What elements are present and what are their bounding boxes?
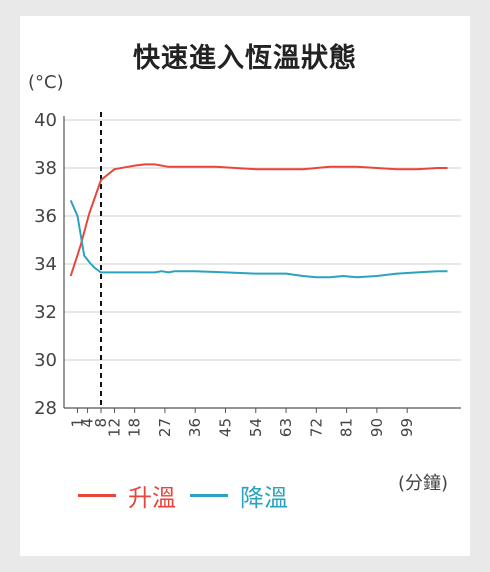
series-line-rise bbox=[69, 163, 448, 277]
legend-label-rise: 升溫 bbox=[128, 484, 176, 512]
y-tick-label-30: 30 bbox=[34, 350, 57, 371]
x-tick-label-1: 1 bbox=[68, 418, 86, 428]
x-tick-label-90: 90 bbox=[368, 418, 386, 437]
legend-label-fall: 降溫 bbox=[240, 484, 288, 512]
legend: 升溫 降溫 bbox=[78, 478, 302, 513]
legend-item-fall: 降溫 bbox=[190, 478, 288, 513]
grid-lines bbox=[64, 119, 461, 361]
chart-title: 快速進入恆溫狀態 bbox=[133, 43, 357, 74]
x-tick-label-72: 72 bbox=[307, 418, 325, 437]
series-line-fall bbox=[69, 200, 448, 279]
chart-card bbox=[20, 16, 470, 556]
y-tick-label-38: 38 bbox=[34, 158, 57, 179]
x-axis-unit-label: (分鐘) bbox=[398, 473, 449, 494]
x-tick-label-8: 8 bbox=[92, 418, 110, 428]
y-tick-label-32: 32 bbox=[34, 302, 57, 323]
x-tick-label-99: 99 bbox=[398, 418, 416, 437]
x-tick-label-81: 81 bbox=[338, 418, 356, 437]
y-tick-label-34: 34 bbox=[34, 254, 57, 275]
x-tick-label-36: 36 bbox=[186, 418, 204, 437]
y-axis-unit-label: (°C) bbox=[28, 72, 64, 93]
legend-swatch-fall bbox=[190, 494, 228, 497]
legend-item-rise: 升溫 bbox=[78, 478, 176, 513]
x-tick-label-45: 45 bbox=[216, 418, 234, 437]
legend-swatch-rise bbox=[78, 494, 116, 497]
y-tick-label-36: 36 bbox=[34, 206, 57, 227]
axes bbox=[63, 116, 461, 413]
x-tick-label-18: 18 bbox=[126, 418, 144, 437]
x-tick-label-27: 27 bbox=[156, 418, 174, 437]
y-tick-label-28: 28 bbox=[34, 398, 57, 419]
x-tick-label-12: 12 bbox=[105, 418, 123, 437]
x-tick-label-4: 4 bbox=[79, 418, 97, 428]
y-tick-label-40: 40 bbox=[34, 110, 57, 131]
x-tick-label-54: 54 bbox=[247, 418, 265, 437]
x-tick-label-63: 63 bbox=[277, 418, 295, 437]
series-lines bbox=[69, 163, 448, 279]
